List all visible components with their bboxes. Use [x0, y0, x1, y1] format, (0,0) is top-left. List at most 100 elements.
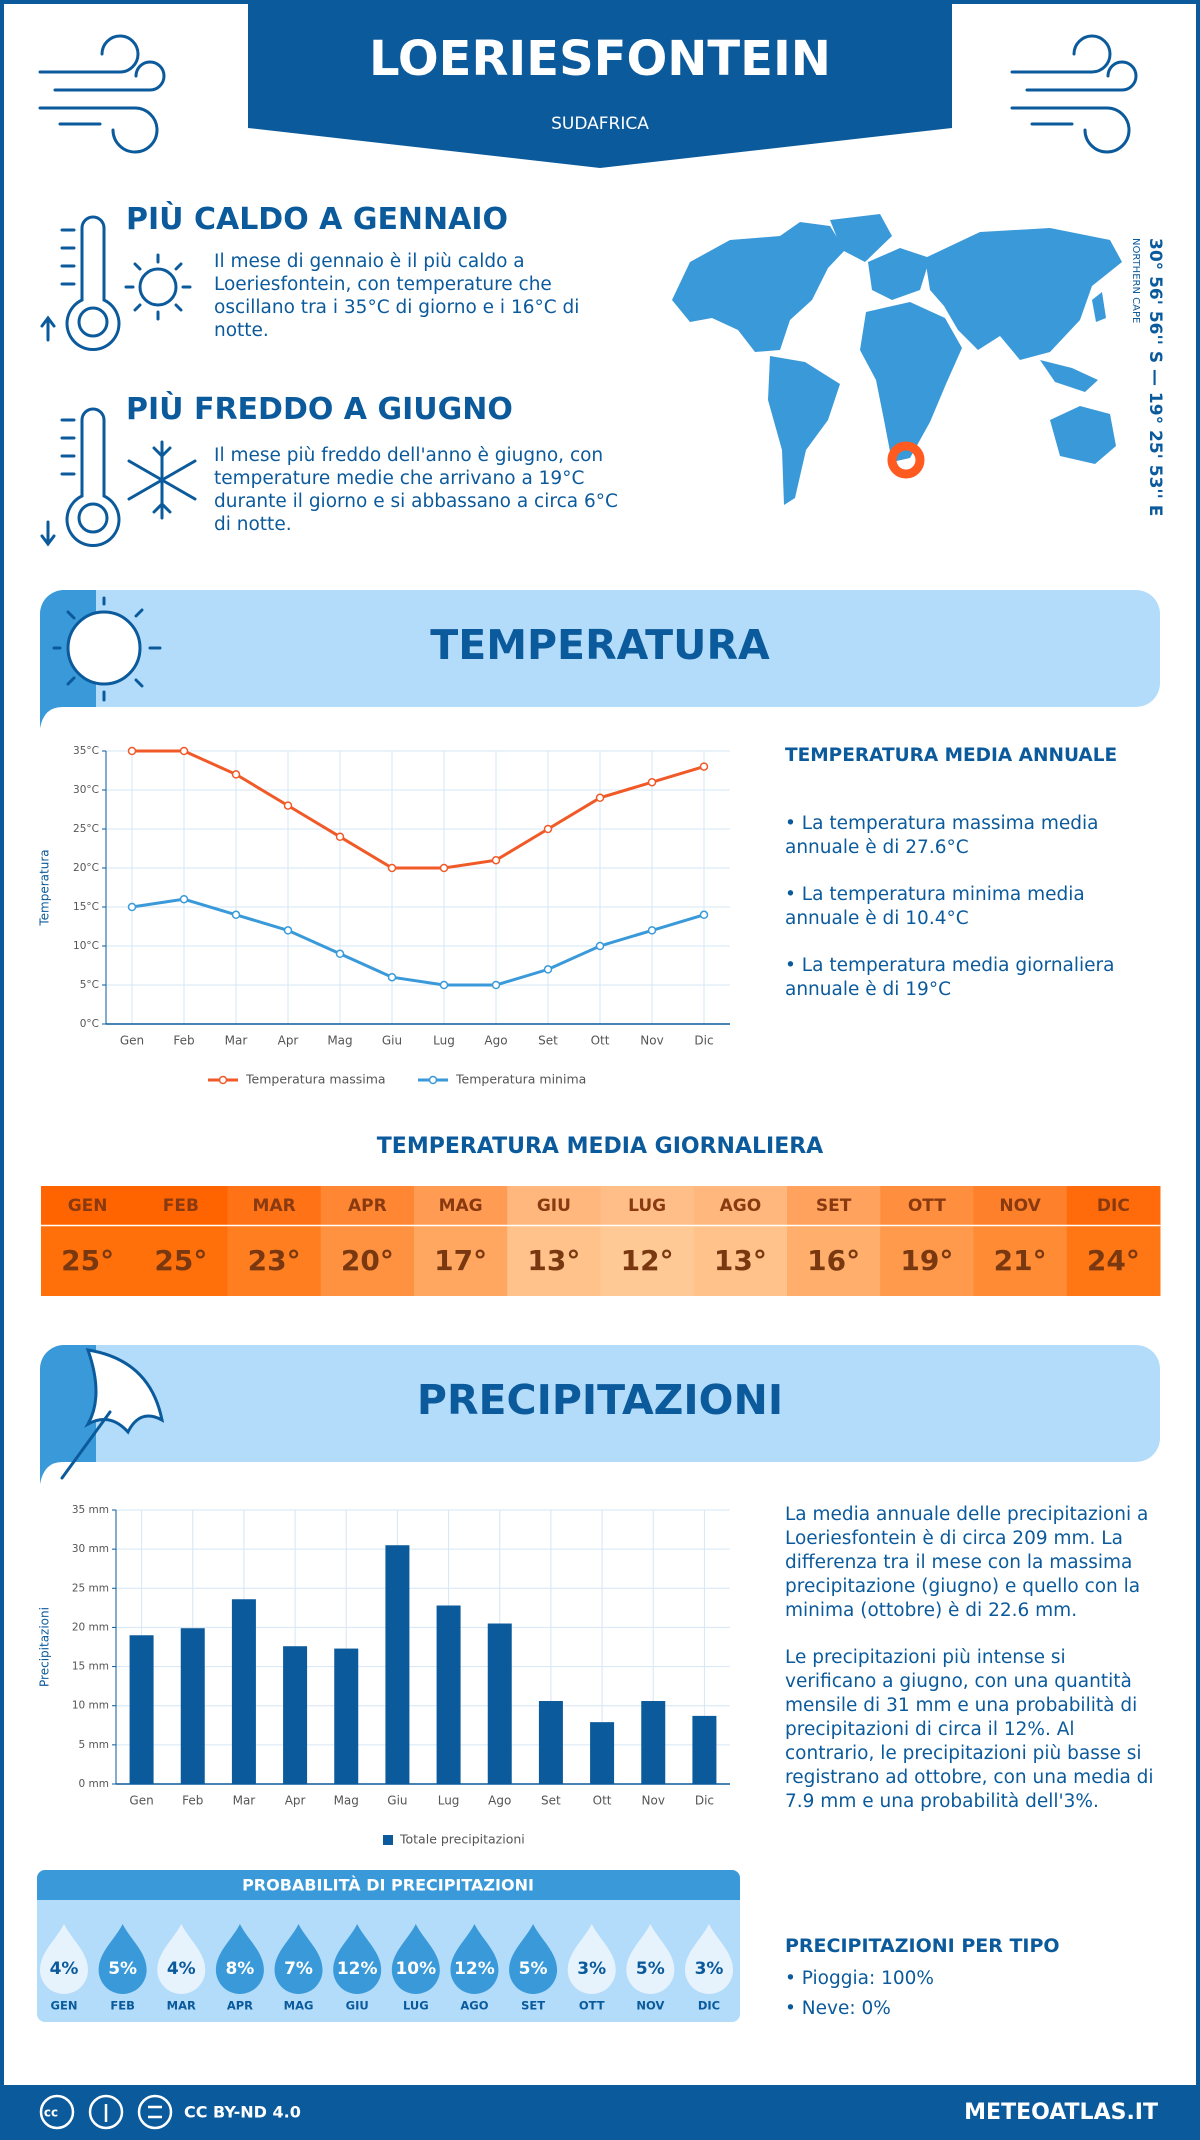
month-label: MAG [284, 1999, 314, 2013]
legend-swatch [383, 1835, 393, 1845]
temperature-cell [414, 1226, 508, 1296]
point [127, 746, 137, 756]
month-label: AGO [720, 1196, 762, 1216]
x-tick-label: Ott [591, 1034, 610, 1048]
fact-title: PIÙ FREDDO A GIUGNO [126, 392, 513, 427]
point [491, 980, 501, 990]
point [647, 777, 657, 787]
y-tick-label: 25°C [73, 823, 99, 835]
bar [283, 1646, 308, 1784]
wind-stroke [1025, 60, 1138, 92]
cc-glyph: cc [44, 2106, 58, 2120]
fact-text: Il mese più freddo dell'anno è giugno, c… [214, 445, 618, 535]
month-label: MAR [167, 1999, 196, 2013]
point [543, 965, 553, 974]
wind-icon [38, 34, 166, 154]
daily-title: TEMPERATURA MEDIA GIORNALIERA [376, 1134, 824, 1159]
point [595, 941, 605, 951]
world-map [672, 214, 1122, 505]
point [179, 894, 189, 904]
icon-glyph [104, 2104, 162, 2122]
point [335, 949, 345, 959]
point [179, 746, 189, 756]
type-item: • Neve: 0% [785, 1998, 891, 2019]
x-tick-label: Gen [129, 1794, 153, 1808]
license-icons [39, 2094, 173, 2130]
temperature-banner [40, 590, 1160, 728]
temperature-label: 25° [61, 1244, 114, 1277]
x-tick-label: Apr [278, 1034, 299, 1048]
continent [1040, 360, 1098, 392]
legend-label: Temperatura minima [455, 1072, 586, 1087]
bar [436, 1605, 461, 1784]
precipitation-text: La media annuale delle precipitazioni a … [785, 1504, 1149, 1621]
month-header-cell [973, 1186, 1068, 1225]
thermometer [65, 407, 121, 548]
fact-text: Il mese di gennaio è il più caldo a Loer… [214, 251, 580, 341]
month-label: SET [521, 1999, 545, 2013]
drop [98, 1924, 147, 1994]
drop [333, 1924, 382, 1994]
temperature-cell [600, 1226, 695, 1296]
summary-item: • La temperatura massima media annuale è… [785, 813, 1099, 858]
wind-stroke [38, 106, 159, 154]
month-label: GEN [68, 1196, 108, 1216]
month-header-cell [880, 1186, 974, 1225]
continent [768, 356, 840, 505]
header-band [248, 0, 952, 168]
probability-label: 12% [337, 1959, 378, 1979]
month-header-cell [41, 1186, 135, 1225]
sun [138, 267, 178, 307]
bar [487, 1623, 512, 1784]
month-label: APR [348, 1196, 387, 1216]
y-tick-label: 10 mm [72, 1700, 109, 1712]
section-title: PRECIPITAZIONI [417, 1376, 783, 1424]
wind-icon [1010, 34, 1138, 154]
x-tick-label: Mag [334, 1794, 359, 1808]
wind-stroke [53, 60, 166, 92]
bar [641, 1701, 666, 1784]
temperature-cell [787, 1226, 881, 1296]
month-label: DIC [698, 1999, 720, 2013]
x-tick-label: Set [538, 1034, 558, 1048]
line [132, 749, 705, 870]
y-tick-label: 35°C [73, 745, 99, 757]
x-tick-label: Apr [285, 1794, 306, 1808]
sun-rays [52, 596, 162, 702]
sun [66, 610, 142, 686]
month-label: AGO [460, 1999, 488, 2013]
probability-title: PROBABILITÀ DI PRECIPITAZIONI [242, 1876, 534, 1895]
month-label: LUG [628, 1196, 666, 1216]
month-label: SET [816, 1196, 852, 1216]
temperature-label: 20° [341, 1244, 394, 1277]
drop [626, 1924, 675, 1994]
y-tick-label: 15 mm [72, 1661, 109, 1673]
drop [40, 1924, 88, 1994]
temperature-label: 24° [1087, 1244, 1140, 1277]
footer [0, 2085, 1200, 2140]
temperature-label: 25° [154, 1244, 207, 1277]
temperature-label: 13° [714, 1244, 767, 1277]
y-tick-label: 0°C [80, 1018, 99, 1030]
temperature-cell [973, 1226, 1068, 1296]
bar [590, 1722, 615, 1784]
month-label: NOV [999, 1196, 1041, 1216]
month-label: GIU [346, 1999, 369, 2013]
y-tick-label: 0 mm [79, 1778, 109, 1790]
month-label: NOV [636, 1999, 664, 2013]
line [131, 897, 705, 987]
temperature-label: 17° [434, 1244, 487, 1277]
x-tick-label: Feb [182, 1794, 203, 1808]
continent [672, 222, 845, 352]
x-tick-label: Feb [173, 1034, 194, 1048]
sun-rays [124, 253, 192, 321]
point [231, 770, 241, 779]
drop [685, 1924, 733, 1994]
temperature-cell [134, 1226, 228, 1296]
x-tick-label: Mar [233, 1794, 256, 1808]
temperature-cell [227, 1226, 322, 1296]
probability-label: 4% [50, 1959, 79, 1979]
drop [450, 1924, 499, 1994]
temperature-cell [320, 1226, 415, 1296]
month-header-cell [320, 1186, 415, 1225]
